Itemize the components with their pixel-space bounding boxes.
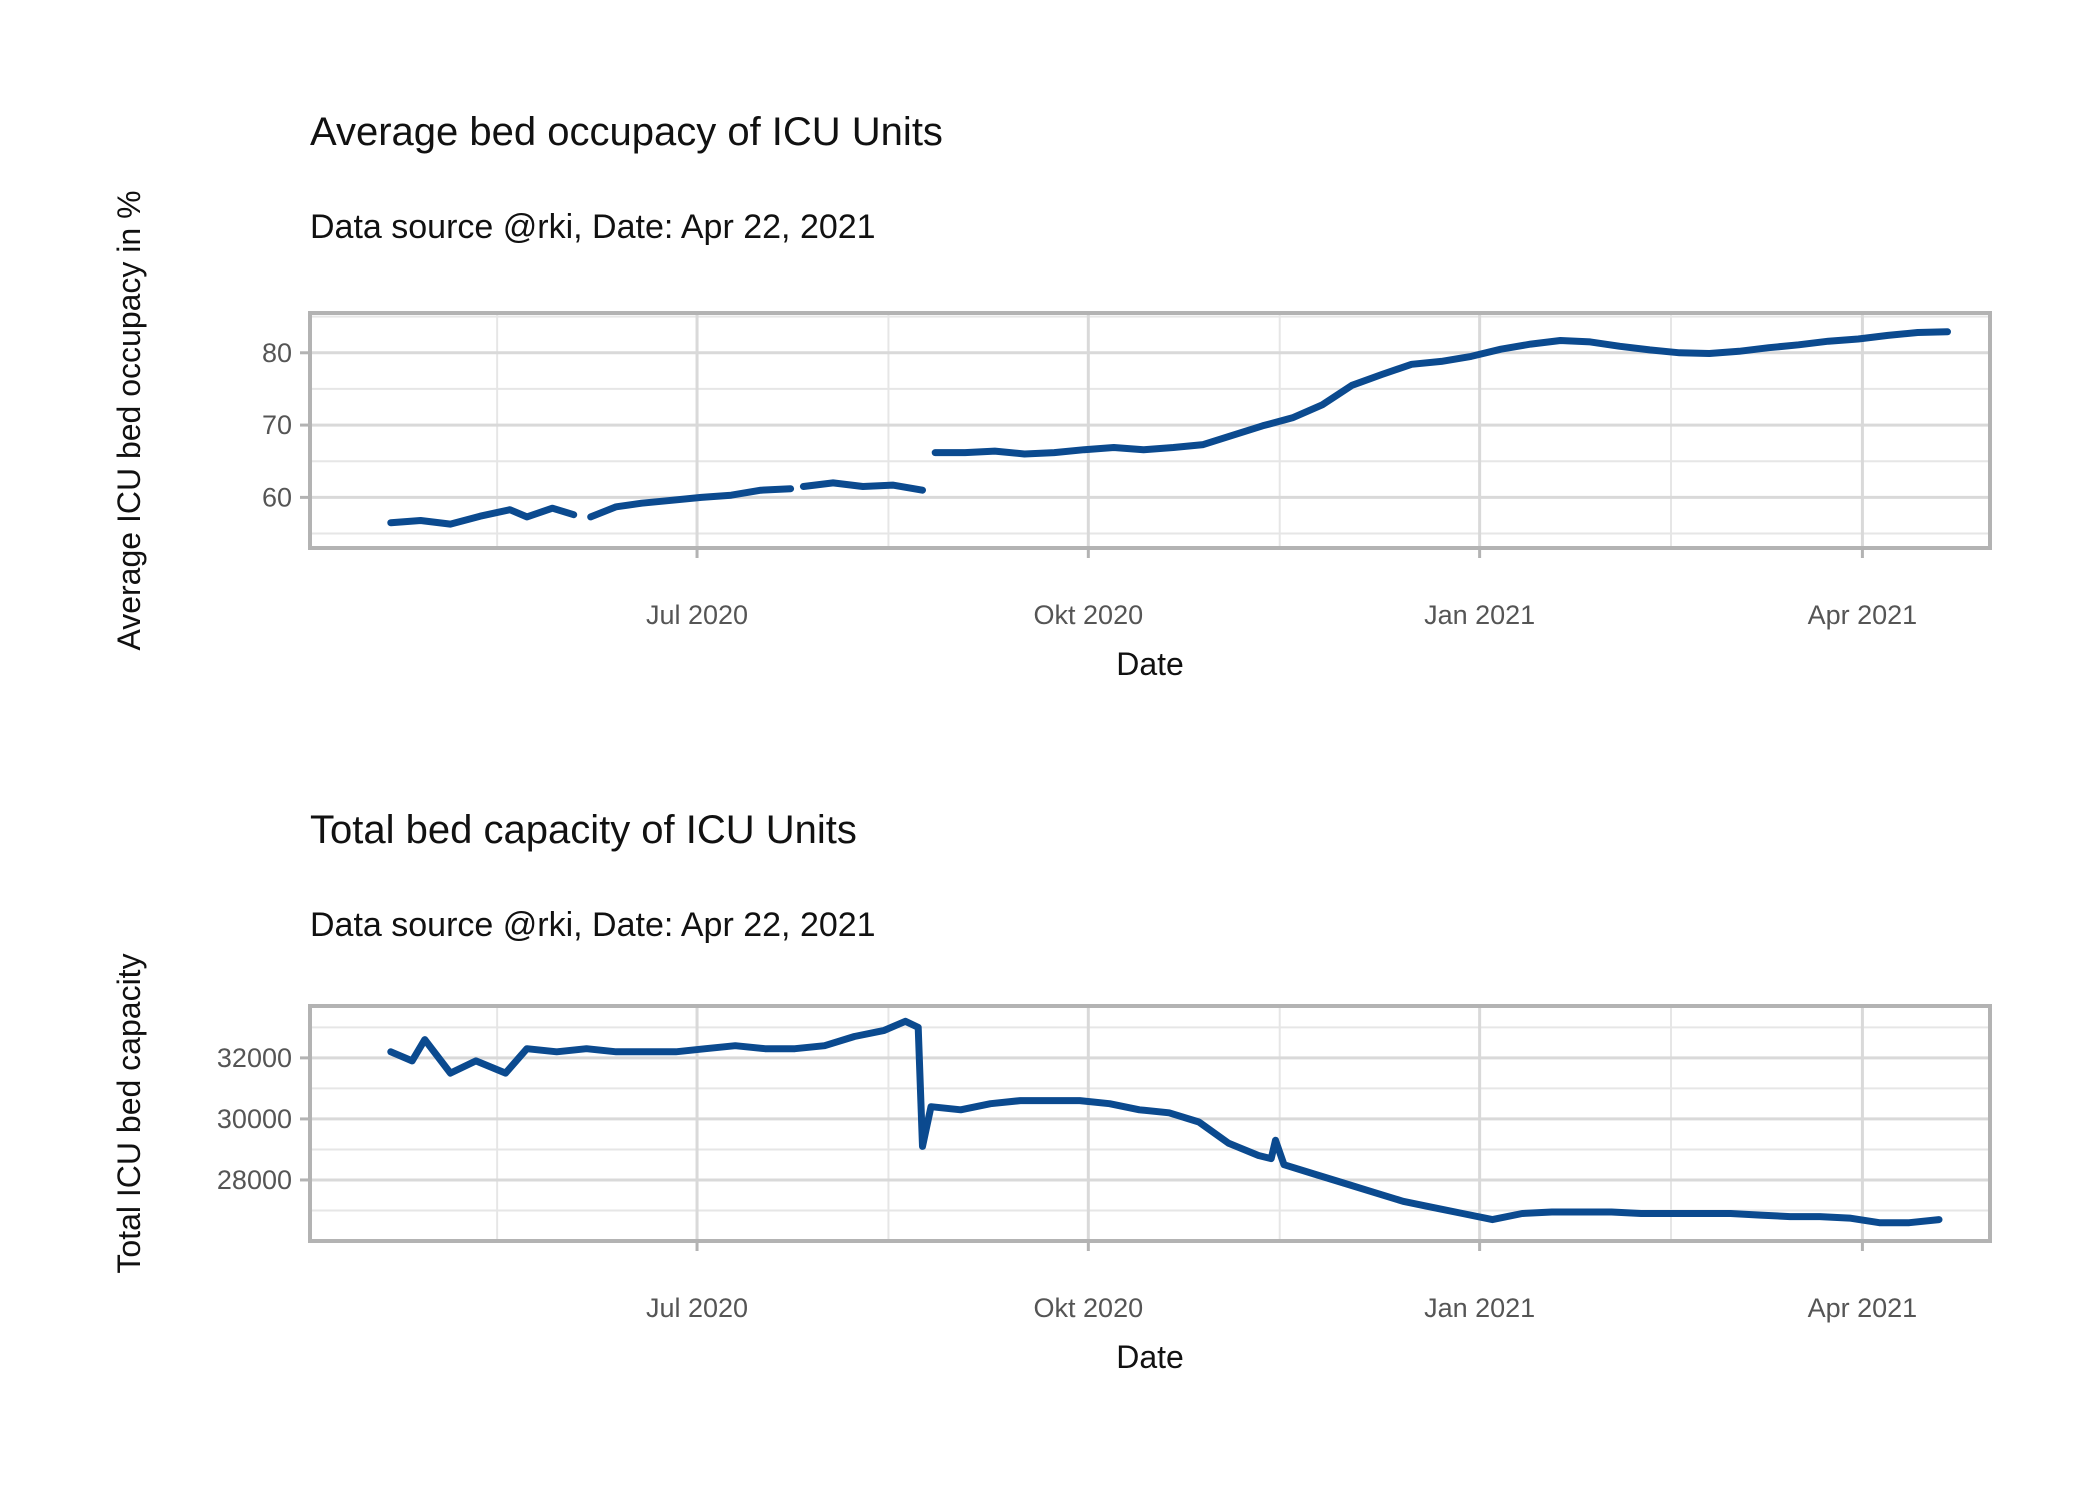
y-tick-label: 28000 — [217, 1165, 292, 1195]
x-tick-label: Jan 2021 — [1424, 1293, 1535, 1323]
series-line — [799, 479, 926, 494]
x-tick-label: Jul 2020 — [646, 1293, 748, 1323]
x-axis-title: Date — [1116, 646, 1184, 682]
series-line — [387, 1017, 1943, 1227]
y-tick-label: 30000 — [217, 1104, 292, 1134]
chart-title: Average bed occupacy of ICU Units — [310, 110, 943, 154]
y-tick-label: 60 — [262, 482, 292, 512]
series-line — [931, 328, 1951, 458]
x-tick-label: Apr 2021 — [1808, 1293, 1918, 1323]
chart-title: Total bed capacity of ICU Units — [310, 808, 857, 852]
capacity-chart-panel: Total bed capacity of ICU Units Data sou… — [0, 700, 2100, 1400]
x-tick-label: Jan 2021 — [1424, 600, 1535, 630]
occupancy-line-chart: Jul 2020 Okt 2020 Jan 2021 Apr 2021 60 70 80 Da… — [111, 190, 1992, 682]
chart-subtitle: Data source @rki, Date: Apr 22, 2021 — [310, 208, 876, 246]
series-line — [387, 504, 578, 528]
capacity-line-chart: Jul 2020 Okt 2020 Jan 2021 Apr 2021 28000 300… — [111, 953, 1992, 1375]
plot-border — [308, 1004, 1992, 1243]
chart-subtitle: Data source @rki, Date: Apr 22, 2021 — [310, 906, 876, 944]
y-axis-title: Total ICU bed capacity — [111, 953, 147, 1273]
occupancy-chart-panel: Average bed occupacy of ICU Units Data s… — [0, 0, 2100, 700]
x-tick-label: Okt 2020 — [1034, 1293, 1144, 1323]
x-axis-title: Date — [1116, 1339, 1184, 1375]
y-tick-label: 32000 — [217, 1043, 292, 1073]
y-axis-title: Average ICU bed occupacy in % — [111, 190, 147, 650]
x-tick-label: Okt 2020 — [1034, 600, 1144, 630]
x-tick-label: Jul 2020 — [646, 600, 748, 630]
plot-border — [308, 311, 1992, 550]
y-tick-label: 80 — [262, 338, 292, 368]
y-tick-label: 70 — [262, 410, 292, 440]
x-tick-label: Apr 2021 — [1808, 600, 1918, 630]
series-line — [587, 485, 795, 521]
